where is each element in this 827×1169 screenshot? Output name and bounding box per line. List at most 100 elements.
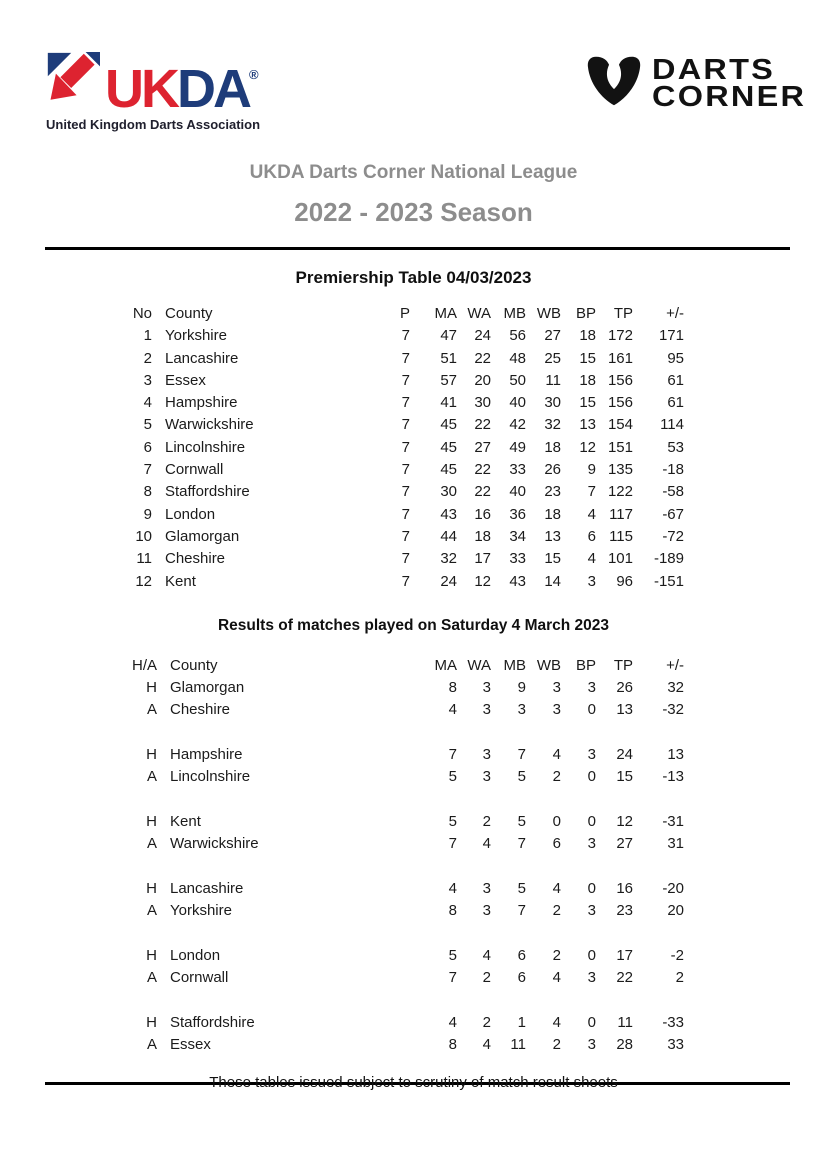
table-cell: 20 bbox=[667, 902, 684, 920]
table-cell: 43 bbox=[440, 505, 457, 523]
table-cell: 171 bbox=[658, 327, 684, 345]
results-table-body: H/A County MA WA MB WB BP TP +/- H Glamorgan 8 3 9 3 3 2… bbox=[112, 655, 684, 1056]
table-cell: 4 bbox=[482, 946, 491, 964]
footer: These tables issued subject to scrutiny … bbox=[0, 1073, 827, 1099]
table-row: 10 Glamorgan 7 44 18 34 13 6 115 -72 bbox=[112, 526, 684, 548]
table-cell: 2 bbox=[482, 1013, 491, 1031]
season-title: 2022 - 2023 Season bbox=[294, 197, 533, 227]
footer-rule bbox=[45, 1082, 790, 1085]
table-row: 11 Cheshire 7 32 17 33 15 4 101 -189 bbox=[112, 548, 684, 570]
darts-corner-logo: DARTS CORNER bbox=[585, 54, 804, 113]
table-cell: 3 bbox=[482, 746, 491, 764]
table-cell: 3 bbox=[482, 768, 491, 786]
table-cell: -32 bbox=[662, 701, 684, 719]
table-cell: 7 bbox=[517, 746, 526, 764]
home-row: H Glamorgan 8 3 9 3 3 26 32 bbox=[112, 677, 684, 699]
table-cell: -58 bbox=[662, 483, 684, 501]
table-cell: 43 bbox=[509, 572, 526, 590]
column-header: WA bbox=[467, 305, 491, 322]
table-cell: 18 bbox=[474, 527, 491, 545]
table-cell: 3 bbox=[587, 969, 596, 987]
table-cell: 3 bbox=[143, 371, 152, 389]
table-cell: 50 bbox=[509, 371, 526, 389]
table-cell: 4 bbox=[448, 1013, 457, 1031]
column-header: MA bbox=[434, 656, 458, 674]
darts-corner-flight-icon bbox=[585, 54, 643, 113]
table-cell: Staffordshire bbox=[165, 483, 250, 501]
table-cell: 4 bbox=[143, 394, 152, 412]
column-header: WB bbox=[536, 305, 561, 322]
table-cell: 3 bbox=[482, 902, 491, 920]
home-row: H Hampshire 7 3 7 4 3 24 13 bbox=[112, 744, 684, 766]
logo-bar: UKDA® United Kingdom Darts Association D… bbox=[0, 0, 827, 132]
table-cell: 15 bbox=[579, 394, 596, 412]
home-row: H Staffordshire 4 2 1 4 0 11 -33 bbox=[112, 1012, 684, 1034]
table-cell: 33 bbox=[509, 461, 526, 479]
table-cell: 3 bbox=[482, 701, 491, 719]
table-cell: Kent bbox=[170, 812, 201, 830]
table-cell: -31 bbox=[662, 812, 684, 830]
table-cell: 5 bbox=[517, 879, 526, 897]
column-header: BP bbox=[575, 656, 596, 674]
table-cell: 41 bbox=[440, 394, 457, 412]
home-row: H Lancashire 4 3 5 4 0 16 -20 bbox=[112, 878, 684, 900]
column-header: TP bbox=[613, 305, 633, 322]
column-header: P bbox=[399, 305, 410, 322]
league-title: UKDA Darts Corner National League bbox=[249, 162, 578, 183]
table-cell: 1 bbox=[517, 1013, 526, 1031]
table-cell: 30 bbox=[544, 394, 561, 412]
table-cell: 4 bbox=[587, 505, 596, 523]
table-cell: 12 bbox=[579, 438, 596, 456]
table-cell: 17 bbox=[616, 946, 633, 964]
table-cell: 7 bbox=[143, 461, 152, 479]
table-cell: 45 bbox=[440, 438, 457, 456]
table-cell: Yorkshire bbox=[165, 327, 227, 345]
table-cell: 5 bbox=[448, 812, 457, 830]
darts-corner-line2: CORNER bbox=[652, 80, 807, 113]
table-cell: 8 bbox=[143, 483, 152, 501]
table-cell: Kent bbox=[165, 572, 196, 590]
column-header: BP bbox=[575, 305, 596, 322]
table-cell: H bbox=[146, 679, 157, 697]
table-cell: 6 bbox=[143, 438, 152, 456]
table-cell: Yorkshire bbox=[170, 902, 232, 920]
column-header: County bbox=[170, 656, 218, 674]
table-cell: 22 bbox=[474, 416, 491, 434]
table-cell: 23 bbox=[544, 483, 561, 501]
table-cell: 16 bbox=[616, 879, 633, 897]
table-cell: 26 bbox=[616, 679, 633, 697]
table-cell: 4 bbox=[587, 550, 596, 568]
away-row: A Essex 8 4 11 2 3 28 33 bbox=[112, 1034, 684, 1056]
ukda-tagline: United Kingdom Darts Association bbox=[46, 117, 261, 132]
spacer-cell bbox=[112, 922, 684, 944]
table-cell: 11 bbox=[136, 550, 152, 568]
table-cell: Lancashire bbox=[170, 879, 244, 897]
table-cell: 12 bbox=[616, 812, 633, 830]
table-cell: 96 bbox=[616, 572, 633, 590]
table-cell: 25 bbox=[544, 349, 561, 367]
table-cell: 7 bbox=[401, 416, 410, 434]
table-cell: 7 bbox=[401, 527, 410, 545]
premiership-table: No County P MA WA MB WB BP TP +/- 1 Yorkshire 7 47 24 5… bbox=[112, 303, 684, 593]
table-cell: 7 bbox=[401, 572, 410, 590]
table-cell: 24 bbox=[440, 572, 457, 590]
table-cell: -67 bbox=[662, 505, 684, 523]
table-cell: 3 bbox=[587, 835, 596, 853]
home-row: H Kent 5 2 5 0 0 12 -31 bbox=[112, 811, 684, 833]
table-cell: 18 bbox=[544, 505, 561, 523]
table-cell: 115 bbox=[609, 527, 633, 545]
table-cell: 40 bbox=[509, 483, 526, 501]
table-cell: 7 bbox=[401, 483, 410, 501]
ukda-wordmark-uk: UK bbox=[105, 58, 180, 119]
table-cell: 7 bbox=[401, 349, 410, 367]
table-cell: 0 bbox=[587, 1013, 596, 1031]
table-cell: 4 bbox=[552, 746, 561, 764]
table-row: 2 Lancashire 7 51 22 48 25 15 161 95 bbox=[112, 348, 684, 370]
table-cell: Warwickshire bbox=[170, 835, 259, 853]
table-cell: -13 bbox=[662, 768, 684, 786]
table-cell: 13 bbox=[544, 527, 561, 545]
table-cell: 27 bbox=[544, 327, 561, 345]
table-cell: 3 bbox=[517, 701, 526, 719]
table-cell: -72 bbox=[662, 527, 684, 545]
spacer-row bbox=[112, 856, 684, 878]
